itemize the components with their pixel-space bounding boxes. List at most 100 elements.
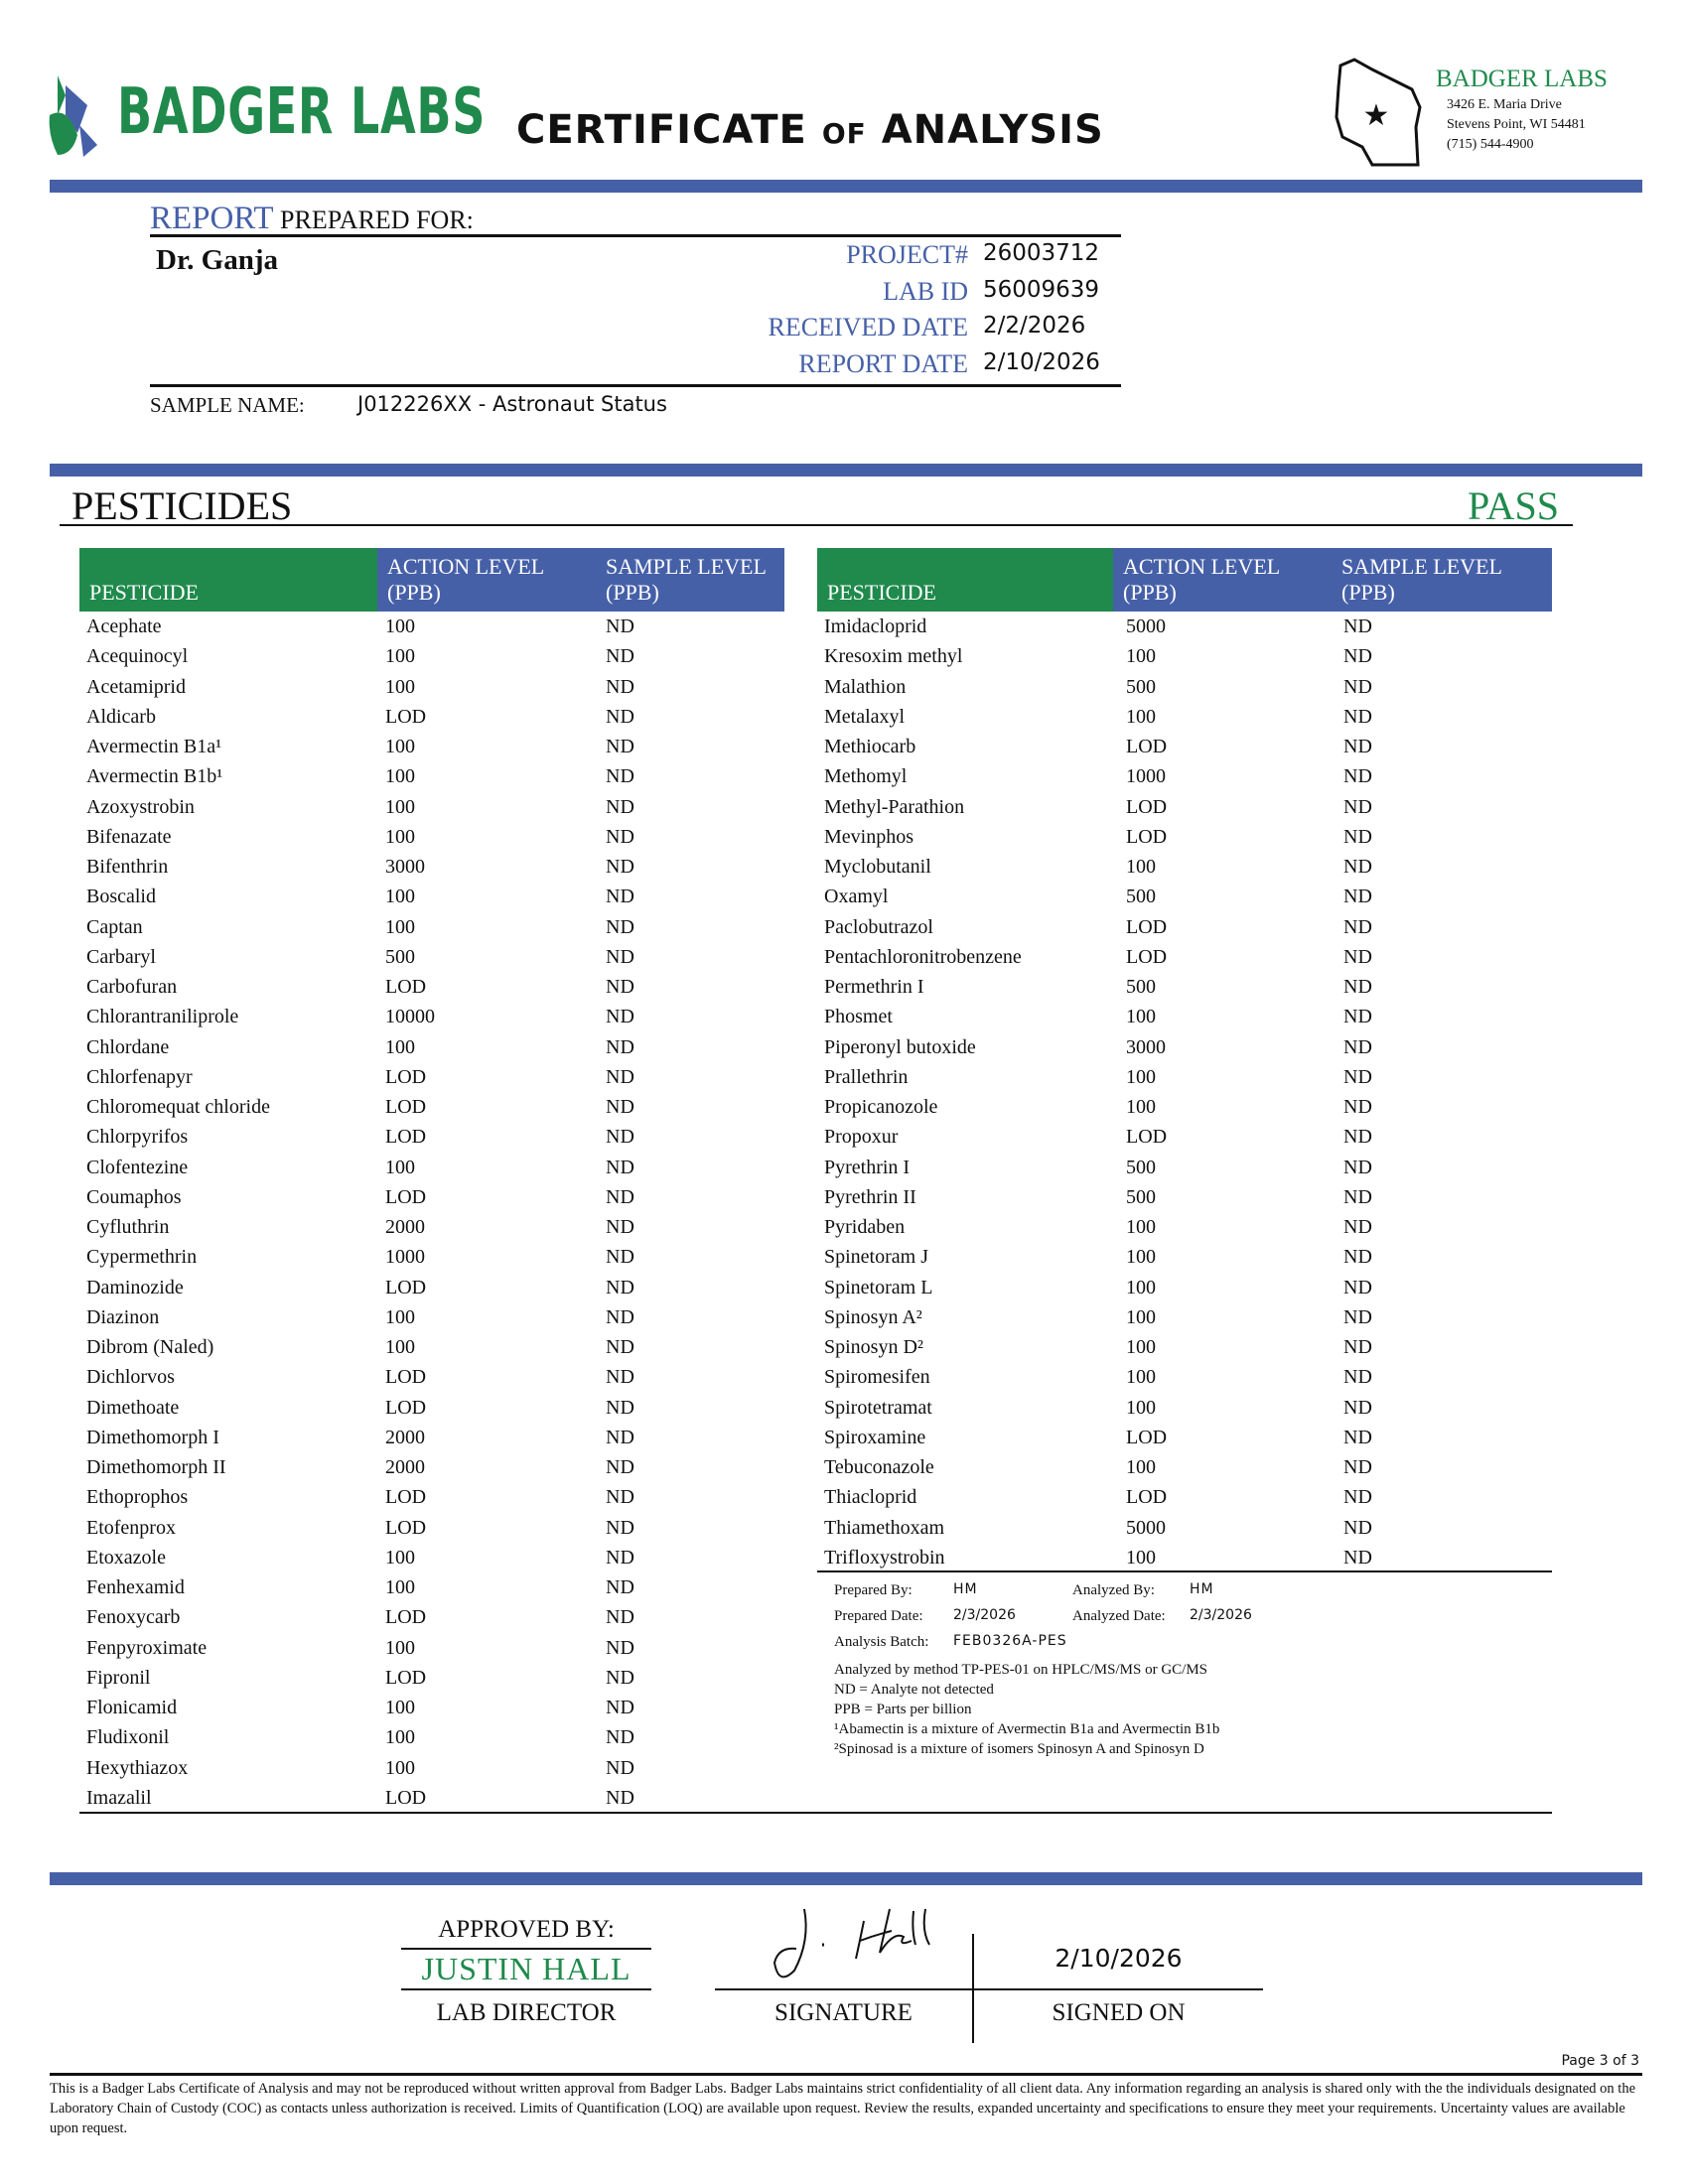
pesticide-name: Propoxur [824, 1126, 899, 1149]
sample-level: ND [606, 1006, 634, 1028]
action-level: 500 [1126, 1156, 1156, 1178]
section-title: PESTICIDES [71, 483, 293, 528]
pesticide-name: Fipronil [86, 1666, 151, 1689]
sample-level: ND [606, 1726, 634, 1749]
action-level: 100 [385, 1305, 415, 1328]
note-line: ND = Analyte not detected [834, 1682, 994, 1698]
action-level: LOD [385, 1396, 427, 1419]
action-level: 500 [1126, 675, 1156, 698]
header-divider-bar [50, 180, 1642, 193]
wisconsin-map-icon: ★ [1335, 58, 1422, 167]
pesticide-name: Pentachloronitrobenzene [824, 945, 1022, 968]
action-level: LOD [1126, 795, 1168, 818]
action-level: 100 [385, 736, 415, 757]
action-level: 5000 [1126, 615, 1166, 637]
action-level: 100 [385, 765, 415, 788]
action-level: LOD [1126, 736, 1168, 757]
field-value: 2/10/2026 [983, 348, 1100, 375]
col-header-pesticide-right: PESTICIDE [817, 548, 1113, 612]
sample-level: ND [606, 1456, 634, 1478]
sample-name-label: SAMPLE NAME: [150, 393, 305, 417]
sample-level: ND [606, 1576, 634, 1598]
sample-level: ND [1343, 1426, 1372, 1448]
pesticide-name: Spinetoram L [824, 1276, 933, 1298]
disclaimer: This is a Badger Labs Certificate of Ana… [50, 2081, 1636, 2136]
action-level: LOD [385, 1516, 427, 1539]
action-level: LOD [385, 1606, 427, 1629]
signed-on-label: SIGNED ON [1052, 1999, 1186, 2026]
client-name: Dr. Ganja [156, 244, 278, 276]
prepared-date-label: Prepared Date: [834, 1608, 923, 1624]
title-part2: ANALYSIS [881, 107, 1104, 153]
approver-name: JUSTIN HALL [421, 1951, 632, 1986]
action-level: 5000 [1126, 1516, 1166, 1539]
sample-level: ND [1343, 1065, 1372, 1088]
pesticide-name: Methiocarb [824, 736, 916, 757]
title-part1: CERTIFICATE [516, 107, 807, 153]
pesticide-name: Metalaxyl [824, 705, 906, 728]
action-level: 100 [385, 886, 415, 908]
sample-level: ND [606, 1126, 634, 1149]
note-line: PPB = Parts per billion [834, 1702, 972, 1717]
pesticide-name: Dimethoate [86, 1396, 180, 1419]
note-line: ²Spinosad is a mixture of isomers Spinos… [834, 1741, 1204, 1757]
sample-level: ND [1343, 736, 1372, 757]
pesticide-name: Spirotetramat [824, 1396, 932, 1419]
pesticide-name: Dibrom (Naled) [86, 1336, 214, 1358]
address-line1: 3426 E. Maria Drive [1447, 97, 1562, 112]
pesticide-name: Tebuconazole [824, 1456, 934, 1478]
action-level: LOD [385, 1666, 427, 1689]
sample-level: ND [606, 1666, 634, 1689]
pesticide-name: Dimethomorph II [86, 1456, 226, 1478]
prepared-for-label: PREPARED FOR: [280, 205, 474, 234]
action-level: 100 [385, 1636, 415, 1659]
pesticide-name: Oxamyl [824, 886, 889, 908]
pesticide-name: Acetamiprid [86, 675, 186, 698]
action-level: LOD [1126, 915, 1168, 938]
sample-level: ND [1343, 886, 1372, 908]
divider [972, 1934, 974, 2043]
sample-level: ND [606, 645, 634, 668]
sample-level: ND [606, 1336, 634, 1358]
pesticide-name: Etofenprox [86, 1516, 176, 1539]
action-level: 100 [1126, 856, 1156, 878]
pesticide-name: Chlordane [86, 1035, 170, 1058]
action-level: 1000 [385, 1246, 425, 1269]
note-line: ¹Abamectin is a mixture of Avermectin B1… [834, 1721, 1220, 1737]
pesticide-name: Thiamethoxam [824, 1516, 945, 1539]
sample-level: ND [606, 886, 634, 908]
signature-label: SIGNATURE [774, 1999, 913, 2026]
sample-level: ND [1343, 1006, 1372, 1028]
pesticide-name: Cypermethrin [86, 1246, 198, 1269]
pesticide-name: Carbofuran [86, 976, 178, 998]
action-level: 100 [385, 1336, 415, 1358]
sample-level: ND [606, 1035, 634, 1058]
pesticide-name: Diazinon [86, 1305, 160, 1328]
sample-level: ND [606, 1396, 634, 1419]
sample-level: ND [1343, 1126, 1372, 1149]
action-level: 500 [385, 945, 415, 968]
analysis-batch: FEB0326A-PES [953, 1633, 1067, 1649]
sample-level: ND [606, 856, 634, 878]
sample-name: J012226XX - Astronaut Status [357, 392, 667, 416]
action-level: 3000 [385, 856, 425, 878]
action-level: 100 [1126, 645, 1156, 668]
action-level: 100 [385, 825, 415, 848]
analyzed-date: 2/3/2026 [1190, 1607, 1252, 1623]
document-title: CERTIFICATE OF ANALYSIS [516, 107, 1104, 153]
pesticide-name: Cyfluthrin [86, 1216, 170, 1238]
col-header-pesticide-left: PESTICIDE [79, 548, 377, 612]
action-level: LOD [1126, 1486, 1168, 1509]
pesticide-name: Pyridaben [824, 1216, 906, 1238]
sample-level: ND [606, 976, 634, 998]
sample-level: ND [606, 945, 634, 968]
divider [817, 1570, 1552, 1572]
svg-text:★: ★ [1363, 99, 1390, 132]
action-level: LOD [385, 1126, 427, 1149]
footer-divider-bar [50, 1872, 1642, 1885]
sample-level: ND [606, 1096, 634, 1118]
col-header-sample-left: SAMPLE LEVEL (PPB) [596, 548, 784, 612]
sample-level: ND [606, 705, 634, 728]
sample-level: ND [1343, 1035, 1372, 1058]
sample-level: ND [1343, 1216, 1372, 1238]
